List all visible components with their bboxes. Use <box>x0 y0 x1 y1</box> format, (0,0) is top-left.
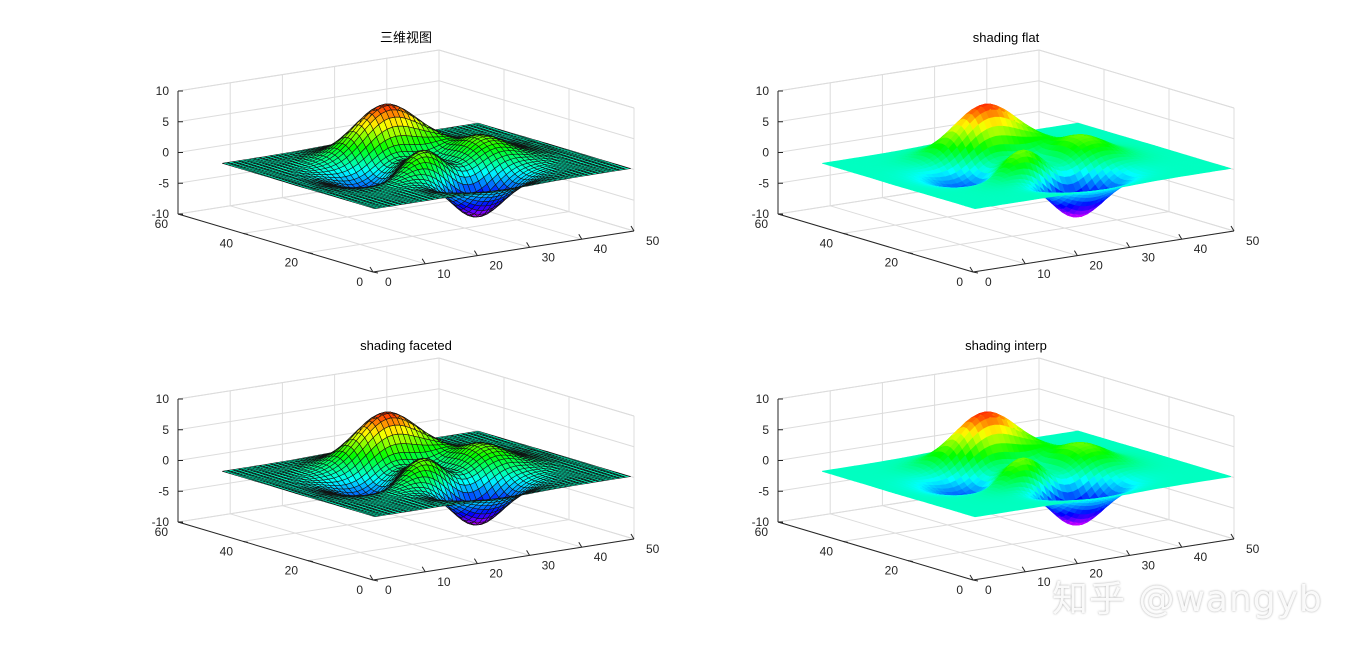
z-tick-label: 0 <box>162 146 169 160</box>
x-tick-label: 40 <box>594 242 608 256</box>
grid-line <box>177 80 440 123</box>
y-tick-label: 20 <box>285 256 299 270</box>
surface-mesh <box>822 103 1231 218</box>
y-tick-mark <box>372 271 379 274</box>
x-tick-label: 30 <box>542 250 556 264</box>
y-tick-mark <box>972 271 979 274</box>
box-edge <box>177 49 440 92</box>
grid-line <box>830 205 1026 265</box>
surface-mesh <box>222 411 631 526</box>
x-tick-label: 20 <box>1089 259 1103 273</box>
surface-mesh <box>222 103 631 218</box>
x-tick-label: 0 <box>985 275 992 289</box>
z-tick-label: -10 <box>752 207 770 221</box>
z-tick-label: -5 <box>758 176 769 190</box>
y-tick-mark <box>842 232 849 235</box>
y-axis-line <box>777 213 974 273</box>
grid-line <box>438 80 635 140</box>
x-tick-label: 30 <box>1142 250 1156 264</box>
x-tick-label: 10 <box>437 267 451 281</box>
y-axis-line <box>177 213 374 273</box>
grid-line <box>230 205 426 265</box>
y-tick-mark <box>242 232 249 235</box>
chart-title: 三维视图 <box>380 30 432 45</box>
y-tick-label: 0 <box>356 275 363 289</box>
y-tick-label: 0 <box>956 275 963 289</box>
y-tick-mark <box>907 252 914 255</box>
box-edge <box>177 357 440 400</box>
y-tick-label: 40 <box>220 236 234 250</box>
grid-line <box>907 211 1170 254</box>
grid-line <box>307 211 570 254</box>
x-tick-label: 20 <box>489 259 503 273</box>
x-tick-label: 40 <box>1194 242 1208 256</box>
grid-line <box>307 519 570 562</box>
x-tick-label: 10 <box>1037 267 1051 281</box>
z-tick-label: -5 <box>158 176 169 190</box>
y-tick-label: 40 <box>820 236 834 250</box>
box-edge <box>438 357 635 417</box>
box-edge <box>777 49 1040 92</box>
x-tick-label: 50 <box>646 234 660 248</box>
x-tick-label: 0 <box>385 275 392 289</box>
y-tick-mark <box>307 252 314 255</box>
chart-title: shading flat <box>973 30 1040 45</box>
grid-line <box>282 197 478 257</box>
z-tick-label: 5 <box>762 115 769 129</box>
z-tick-label: 5 <box>162 115 169 129</box>
z-tick-label: 10 <box>156 84 170 98</box>
box-edge <box>1038 49 1235 109</box>
y-tick-label: 20 <box>885 256 899 270</box>
grid-line <box>230 513 426 573</box>
z-tick-label: 10 <box>756 84 770 98</box>
box-edge <box>438 49 635 109</box>
z-tick-label: -10 <box>152 207 170 221</box>
x-tick-label: 50 <box>1246 234 1260 248</box>
z-tick-label: 0 <box>762 146 769 160</box>
